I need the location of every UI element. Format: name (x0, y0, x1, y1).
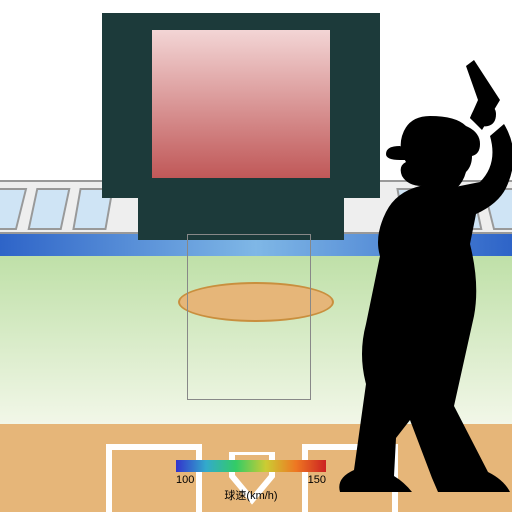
stage: 100 150 球速(km/h) (0, 0, 512, 512)
batter-silhouette (300, 60, 512, 512)
stands-window (28, 188, 71, 230)
batter-box-line (106, 444, 202, 450)
stands-window (0, 188, 27, 230)
legend-tick-min: 100 (176, 474, 194, 486)
strike-zone (187, 234, 311, 400)
batter-box-line (106, 444, 112, 512)
batter-icon (300, 60, 512, 512)
